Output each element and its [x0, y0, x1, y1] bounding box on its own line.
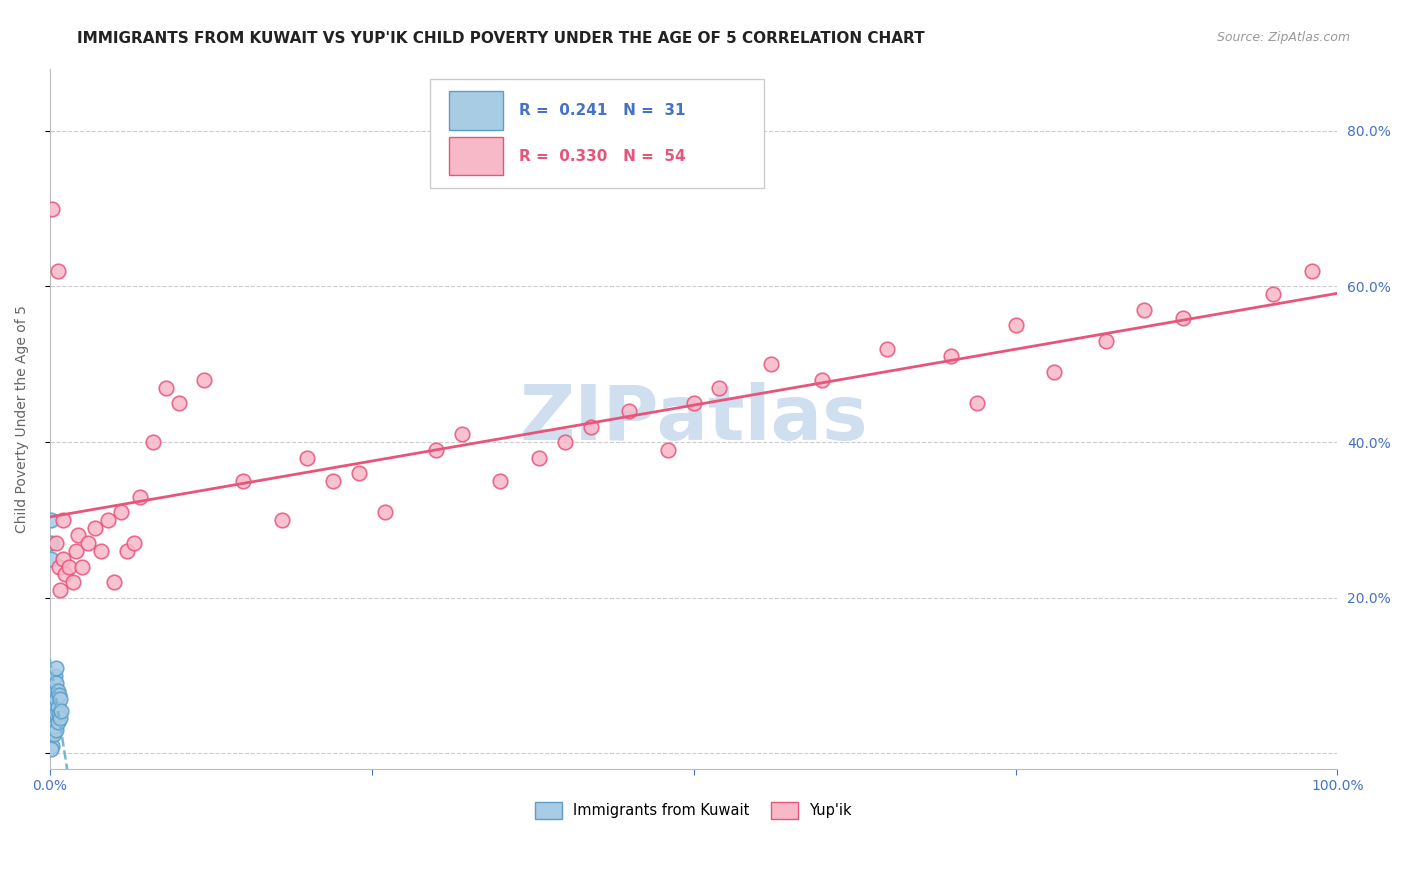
Point	[939, 350, 962, 364]
Point	[41, 727, 63, 741]
Point	[322, 474, 344, 488]
Point	[45, 661, 67, 675]
Point	[527, 450, 550, 465]
Point	[232, 474, 254, 488]
Point	[41, 739, 63, 753]
Point	[270, 513, 292, 527]
Point	[49, 692, 72, 706]
Text: ZIPatlas: ZIPatlas	[519, 382, 868, 456]
Point	[1004, 318, 1026, 333]
Point	[142, 435, 165, 450]
Point	[77, 536, 100, 550]
Point	[1094, 334, 1116, 348]
Point	[41, 684, 63, 698]
Point	[97, 513, 120, 527]
Point	[347, 467, 370, 481]
Point	[297, 450, 319, 465]
Point	[39, 742, 62, 756]
Point	[42, 704, 65, 718]
Point	[709, 381, 731, 395]
Point	[682, 396, 704, 410]
Point	[42, 673, 65, 687]
Point	[811, 373, 834, 387]
Point	[46, 715, 69, 730]
Point	[155, 381, 177, 395]
Point	[39, 551, 62, 566]
Point	[759, 357, 782, 371]
Text: Source: ZipAtlas.com: Source: ZipAtlas.com	[1216, 31, 1350, 45]
FancyBboxPatch shape	[449, 136, 503, 176]
Point	[103, 575, 125, 590]
Point	[70, 559, 93, 574]
Point	[450, 427, 472, 442]
Point	[425, 442, 447, 457]
Point	[53, 567, 76, 582]
Point	[657, 442, 679, 457]
Point	[49, 582, 72, 597]
Point	[1301, 264, 1323, 278]
Point	[115, 544, 138, 558]
Y-axis label: Child Poverty Under the Age of 5: Child Poverty Under the Age of 5	[15, 305, 30, 533]
Point	[48, 688, 70, 702]
Point	[42, 688, 65, 702]
Point	[1171, 310, 1194, 325]
Point	[45, 536, 67, 550]
Point	[45, 692, 67, 706]
FancyBboxPatch shape	[430, 79, 765, 187]
Point	[619, 404, 641, 418]
Point	[44, 684, 66, 698]
Point	[966, 396, 988, 410]
Point	[1261, 287, 1284, 301]
Point	[48, 707, 70, 722]
Point	[44, 719, 66, 733]
Legend: Immigrants from Kuwait, Yup'ik: Immigrants from Kuwait, Yup'ik	[530, 797, 858, 825]
Point	[579, 419, 602, 434]
Point	[46, 684, 69, 698]
FancyBboxPatch shape	[449, 91, 503, 130]
Point	[52, 513, 75, 527]
Point	[44, 699, 66, 714]
Point	[45, 723, 67, 737]
Point	[62, 575, 84, 590]
Point	[51, 704, 73, 718]
Text: R =  0.241   N =  31: R = 0.241 N = 31	[519, 103, 685, 118]
Point	[42, 727, 65, 741]
Point	[44, 668, 66, 682]
Point	[83, 521, 105, 535]
Point	[489, 474, 512, 488]
Point	[193, 373, 215, 387]
Point	[41, 202, 63, 216]
Point	[42, 715, 65, 730]
Point	[46, 699, 69, 714]
Point	[876, 342, 898, 356]
Point	[554, 435, 576, 450]
Point	[129, 490, 152, 504]
Point	[167, 396, 190, 410]
Point	[45, 676, 67, 690]
Text: R =  0.330   N =  54: R = 0.330 N = 54	[519, 149, 685, 163]
Point	[41, 699, 63, 714]
Point	[67, 528, 90, 542]
Point	[46, 264, 69, 278]
Point	[39, 513, 62, 527]
Point	[122, 536, 145, 550]
Point	[374, 505, 396, 519]
Point	[90, 544, 112, 558]
Point	[58, 559, 80, 574]
Point	[65, 544, 87, 558]
Text: IMMIGRANTS FROM KUWAIT VS YUP'IK CHILD POVERTY UNDER THE AGE OF 5 CORRELATION CH: IMMIGRANTS FROM KUWAIT VS YUP'IK CHILD P…	[77, 31, 925, 46]
Point	[1043, 365, 1066, 379]
Point	[110, 505, 132, 519]
Point	[48, 559, 70, 574]
Point	[1133, 302, 1156, 317]
Point	[52, 551, 75, 566]
Point	[45, 707, 67, 722]
Point	[41, 715, 63, 730]
Point	[49, 711, 72, 725]
Point	[39, 536, 62, 550]
